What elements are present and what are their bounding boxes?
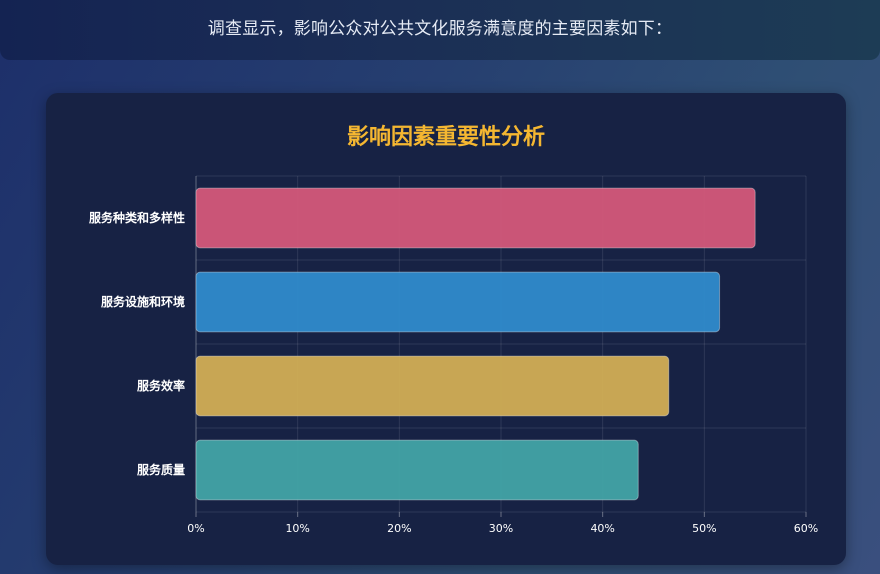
x-tick-label: 60% (794, 522, 818, 535)
top-banner: 调查显示，影响公众对公共文化服务满意度的主要因素如下： (0, 0, 880, 60)
category-label: 服务设施和环境 (101, 294, 185, 309)
bar (195, 439, 639, 501)
bar-layer (195, 187, 756, 501)
category-label: 服务效率 (137, 378, 185, 393)
bar (195, 271, 721, 333)
chart-card: 影响因素重要性分析 0% 10% 20% 30% 40% 50% 60% 服务种类和多样性服务… (46, 93, 846, 565)
x-tick-label: 20% (387, 522, 411, 535)
x-tick-label: 10% (285, 522, 309, 535)
intro-text: 调查显示，影响公众对公共文化服务满意度的主要因素如下： (207, 19, 673, 39)
x-tick-label: 30% (489, 522, 513, 535)
category-label: 服务质量 (137, 462, 185, 477)
bar (195, 355, 670, 417)
x-tick-label: 40% (590, 522, 614, 535)
chart-title: 影响因素重要性分析 (346, 125, 545, 150)
category-label: 服务种类和多样性 (89, 210, 185, 225)
x-tick-label: 50% (692, 522, 716, 535)
x-tick-label: 0% (187, 522, 204, 535)
bar (195, 187, 756, 249)
label-layer: 0% 10% 20% 30% 40% 50% 60% 服务种类和多样性服务设施和环境服务效率服… (89, 210, 818, 535)
bar-chart: 0% 10% 20% 30% 40% 50% 60% 服务种类和多样性服务设施和环境服务效率服… (89, 175, 818, 535)
